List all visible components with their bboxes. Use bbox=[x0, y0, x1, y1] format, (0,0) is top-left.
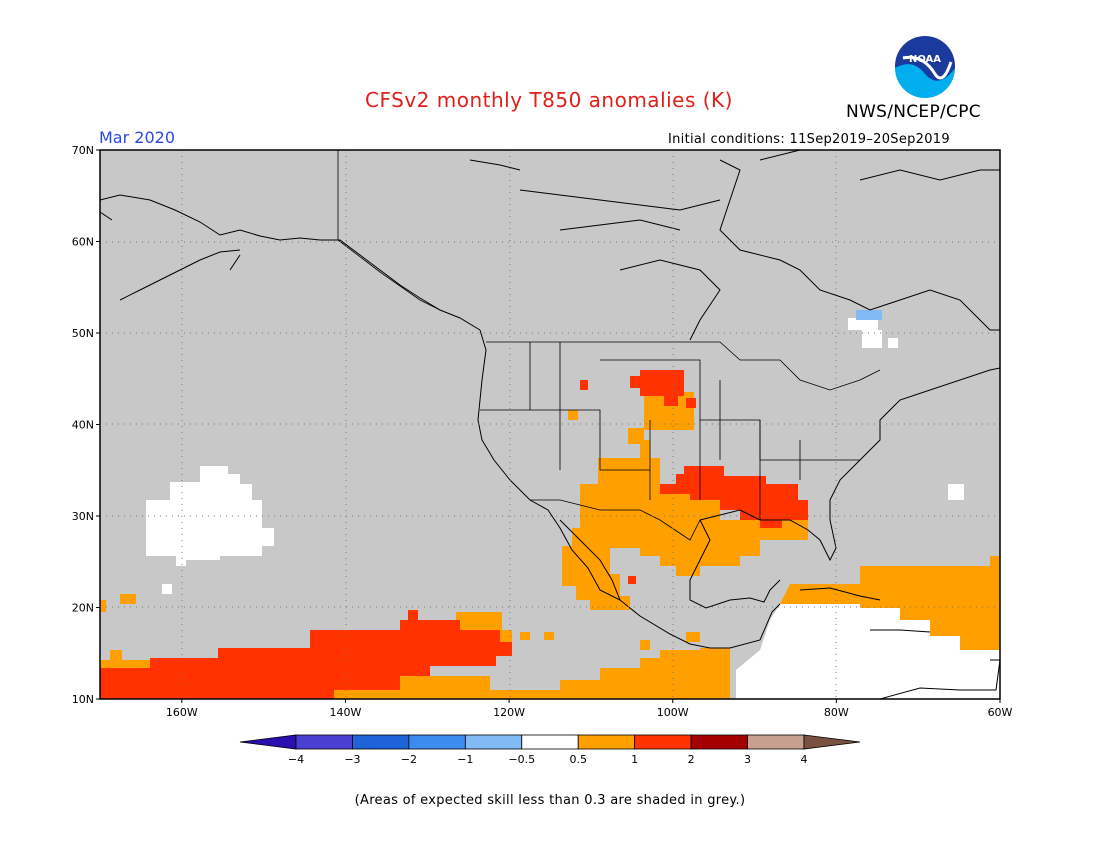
colorbar-label: −0.5 bbox=[508, 753, 535, 766]
lon-tick-label: 120W bbox=[493, 706, 525, 719]
colorbar-box bbox=[634, 734, 692, 750]
colorbar-label: −2 bbox=[401, 753, 417, 766]
lat-tick-label: 70N bbox=[72, 144, 94, 157]
axis-tick-labels: 70N 60N 50N 40N 30N 20N 10N 160W 140W 120W 100W 80W… bbox=[72, 144, 1013, 719]
map-title: CFSv2 monthly T850 anomalies (K) bbox=[365, 88, 733, 112]
initial-conditions-label: Initial conditions: 11Sep2019–20Sep2019 bbox=[668, 132, 950, 147]
colorbar-box bbox=[464, 734, 523, 750]
anomaly-white-pacific bbox=[146, 466, 274, 566]
lat-tick-label: 30N bbox=[72, 510, 94, 523]
lat-tick-label: 20N bbox=[72, 602, 94, 615]
lon-tick-label: 100W bbox=[657, 706, 689, 719]
noaa-logo-text: NOAA bbox=[909, 54, 941, 65]
lon-tick-label: 140W bbox=[330, 706, 362, 719]
colorbar-box bbox=[690, 734, 748, 750]
skill-footnote: (Areas of expected skill less than 0.3 a… bbox=[354, 793, 746, 808]
colorbar-label: 2 bbox=[688, 753, 695, 766]
graticule bbox=[100, 150, 1000, 699]
lat-tick-label: 50N bbox=[72, 327, 94, 340]
colorbar-label: −4 bbox=[288, 753, 304, 766]
axis-ticks bbox=[96, 149, 1001, 703]
coastlines bbox=[100, 150, 1000, 699]
colorbar-box bbox=[747, 734, 805, 750]
colorbar: −4 −3 −2 −1 −0.5 0.5 1 2 3 4 bbox=[239, 734, 861, 766]
colorbar-box bbox=[408, 734, 466, 750]
lon-tick-label: 160W bbox=[166, 706, 198, 719]
organization-label: NWS/NCEP/CPC bbox=[846, 102, 981, 122]
colorbar-box bbox=[577, 734, 636, 750]
colorbar-label: 3 bbox=[744, 753, 751, 766]
lat-tick-label: 60N bbox=[72, 236, 94, 249]
noaa-logo: NOAA bbox=[895, 36, 955, 98]
political-borders bbox=[337, 150, 881, 541]
anomaly-orange-atlantic bbox=[780, 556, 1000, 650]
lon-tick-label: 60W bbox=[988, 706, 1013, 719]
colorbar-label: 0.5 bbox=[569, 753, 587, 766]
anomaly-light-blue-quebec bbox=[856, 310, 882, 320]
anomaly-shading bbox=[100, 150, 1000, 699]
colorbar-label: 4 bbox=[801, 753, 808, 766]
colorbar-box bbox=[295, 734, 353, 750]
colorbar-box bbox=[521, 734, 579, 750]
colorbar-label: −1 bbox=[457, 753, 473, 766]
colorbar-high-arrow bbox=[803, 734, 861, 750]
anomaly-red-gulf-coast bbox=[660, 466, 808, 528]
colorbar-low-arrow bbox=[239, 734, 297, 750]
anomaly-orange-mexico-us bbox=[562, 440, 808, 610]
lat-tick-label: 40N bbox=[72, 419, 94, 432]
valid-month-label: Mar 2020 bbox=[99, 128, 175, 147]
colorbar-label: −3 bbox=[344, 753, 360, 766]
anomaly-red-pacific bbox=[100, 620, 512, 699]
colorbar-box bbox=[352, 734, 410, 750]
colorbar-label: 1 bbox=[631, 753, 638, 766]
lat-tick-label: 10N bbox=[72, 693, 94, 706]
lon-tick-label: 80W bbox=[824, 706, 849, 719]
